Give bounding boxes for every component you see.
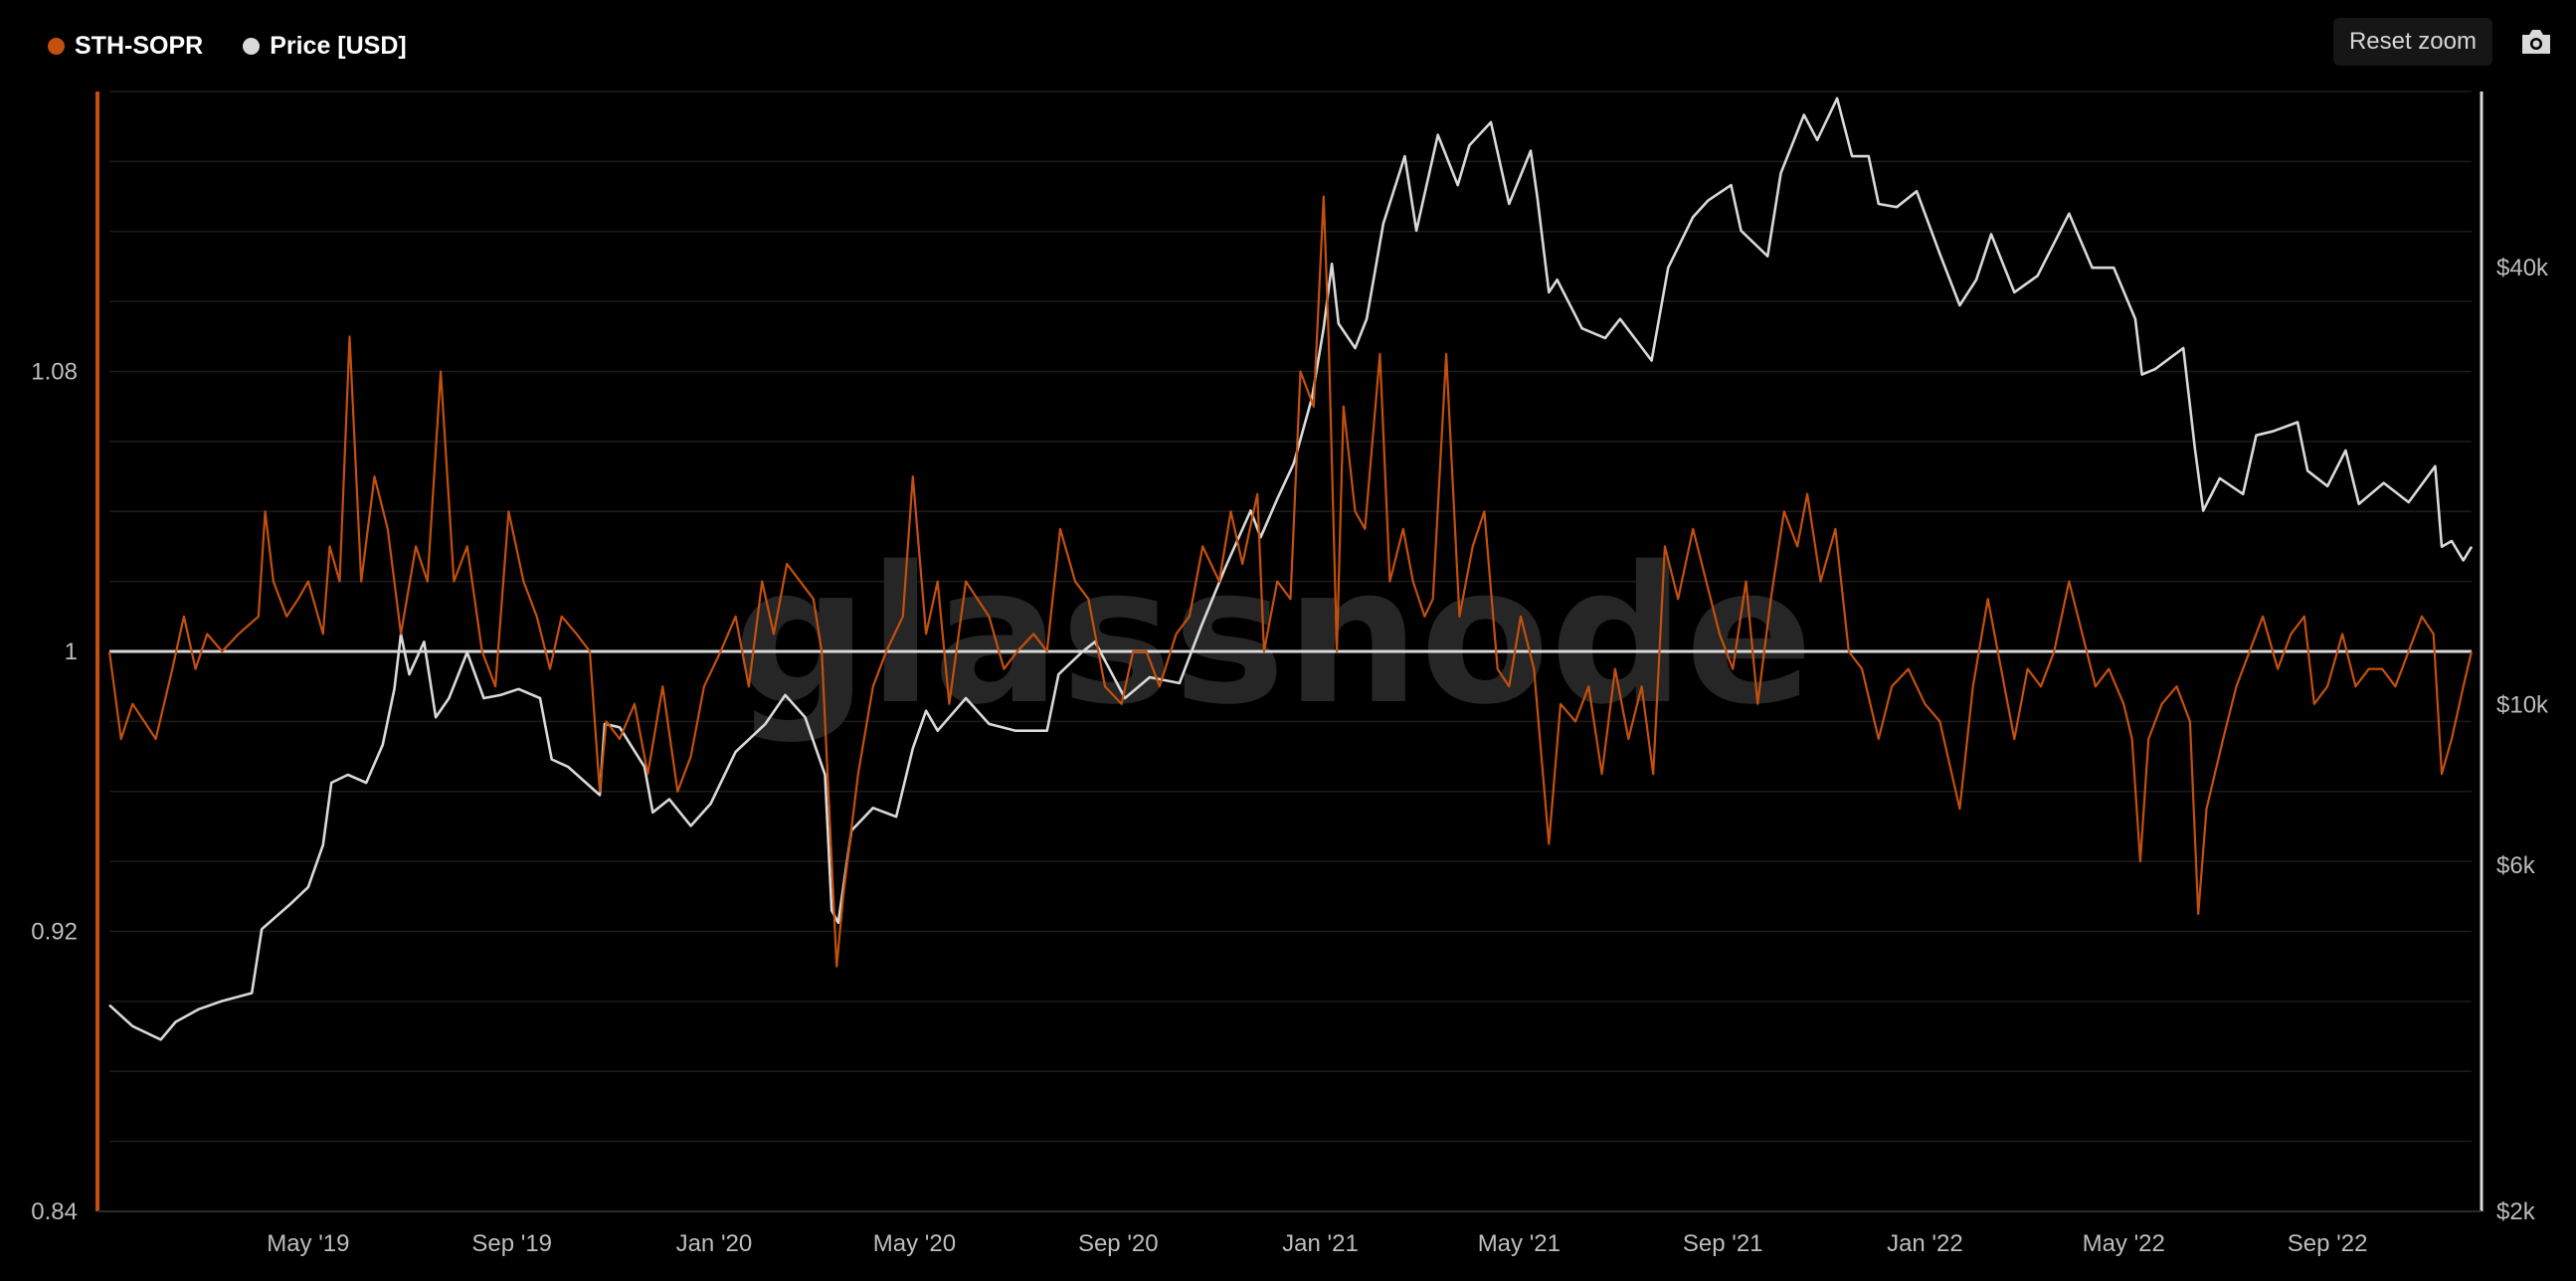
x-tick-label: May '19 bbox=[267, 1230, 349, 1257]
x-tick-label: Jan '20 bbox=[676, 1230, 753, 1257]
y-right-tick-label: $2k bbox=[2496, 1198, 2536, 1225]
x-tick-label: Sep '19 bbox=[471, 1230, 552, 1257]
y-left-tick-label: 1.08 bbox=[31, 359, 78, 386]
legend-dot-price bbox=[243, 38, 261, 55]
legend-item-price[interactable]: Price [USD] bbox=[243, 32, 407, 61]
axes: 0.84 0.92 1 1.08 $2k $6k $10k $40k May '19 Sep '1… bbox=[31, 92, 2549, 1257]
legend-item-sth-sopr[interactable]: STH-SOPR bbox=[48, 32, 203, 61]
legend-label-price: Price [USD] bbox=[270, 32, 407, 60]
chart-toolbar: Reset zoom bbox=[2332, 18, 2556, 66]
y-right-tick-label: $40k bbox=[2496, 255, 2549, 281]
x-tick-label: Sep '22 bbox=[2288, 1230, 2368, 1257]
y-right-tick-label: $6k bbox=[2496, 852, 2536, 879]
series-line-sth-sopr bbox=[107, 195, 2474, 968]
y-left-tick-label: 0.84 bbox=[31, 1198, 78, 1225]
x-tick-label: Sep '21 bbox=[1683, 1230, 1763, 1257]
reset-zoom-button[interactable]: Reset zoom bbox=[2332, 18, 2492, 66]
legend-dot-sopr bbox=[48, 38, 65, 55]
x-tick-label: Sep '20 bbox=[1078, 1230, 1159, 1257]
x-tick-label: May '21 bbox=[1478, 1230, 1561, 1257]
x-tick-label: May '20 bbox=[873, 1230, 956, 1257]
y-right-tick-label: $10k bbox=[2496, 691, 2549, 718]
x-tick-label: Jan '22 bbox=[1887, 1230, 1963, 1257]
x-tick-label: May '22 bbox=[2083, 1230, 2165, 1257]
x-tick-label: Jan '21 bbox=[1282, 1230, 1359, 1257]
camera-icon[interactable] bbox=[2516, 22, 2556, 62]
legend-label-sopr: STH-SOPR bbox=[75, 32, 204, 60]
series-layer bbox=[107, 96, 2474, 1041]
y-left-tick-label: 0.92 bbox=[31, 919, 78, 946]
watermark: glassnode bbox=[733, 526, 1813, 746]
y-left-tick-label: 1 bbox=[65, 639, 78, 665]
chart-legend: STH-SOPR Price [USD] bbox=[48, 32, 407, 61]
series-line-price bbox=[108, 96, 2474, 1041]
